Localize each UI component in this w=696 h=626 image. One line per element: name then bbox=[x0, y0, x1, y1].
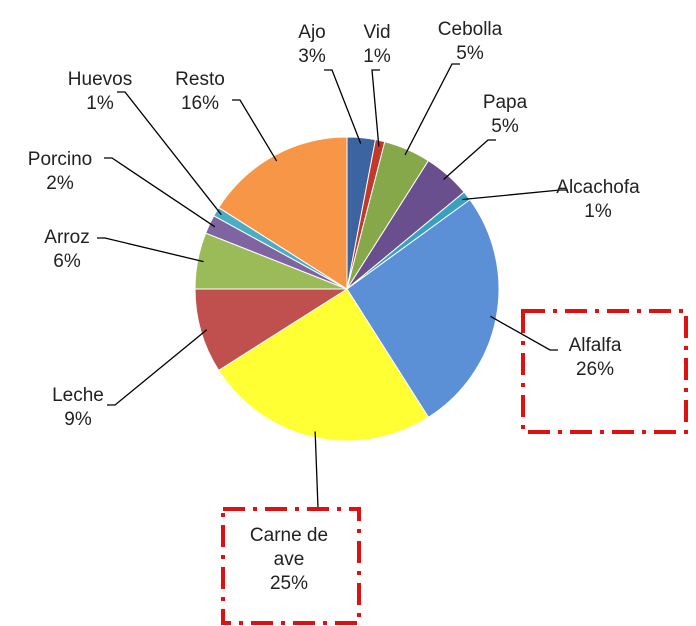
label-category: Vid bbox=[363, 22, 391, 43]
pie-slice bbox=[346, 198, 500, 419]
label-category: Papa bbox=[482, 92, 528, 113]
leader-line bbox=[232, 99, 278, 162]
label-percent: 26% bbox=[575, 359, 615, 380]
slice-label: Huevos 1% bbox=[68, 68, 132, 116]
label-percent: 16% bbox=[180, 93, 220, 114]
label-category: Arroz bbox=[44, 227, 90, 248]
label-percent: 1% bbox=[584, 201, 612, 222]
slice-label: Vid 1% bbox=[363, 21, 390, 69]
label-percent: 6% bbox=[53, 251, 81, 272]
slice-label: Carne de ave 25% bbox=[249, 524, 329, 596]
label-category: Ajo bbox=[298, 22, 326, 43]
slice-label: Arroz 6% bbox=[44, 226, 89, 274]
leader-line bbox=[371, 69, 380, 147]
leader-line bbox=[490, 315, 558, 351]
label-category: Resto bbox=[175, 69, 225, 90]
pie-slice bbox=[217, 288, 430, 442]
label-percent: 5% bbox=[456, 43, 484, 64]
slice-label: Leche 9% bbox=[52, 384, 104, 432]
leader-line bbox=[104, 157, 216, 228]
leader-line bbox=[462, 189, 568, 201]
leader-line bbox=[324, 69, 362, 144]
leader-line bbox=[404, 63, 460, 156]
label-percent: 9% bbox=[64, 409, 92, 430]
slice-label: Papa 5% bbox=[483, 91, 527, 139]
leader-lines bbox=[97, 63, 568, 509]
leader-line bbox=[314, 431, 319, 509]
label-category: Alfalfa bbox=[568, 335, 622, 356]
slice-label: Resto 16% bbox=[175, 68, 225, 116]
label-category: Carne de ave bbox=[249, 525, 329, 570]
pie-slice bbox=[194, 288, 349, 372]
leader-line bbox=[117, 91, 222, 216]
label-percent: 2% bbox=[46, 173, 74, 194]
slice-label: Cebolla 5% bbox=[438, 18, 502, 66]
leader-line bbox=[107, 329, 208, 406]
label-category: Alcachofa bbox=[556, 177, 640, 198]
leader-line bbox=[443, 139, 496, 180]
slice-label: Alfalfa 26% bbox=[569, 334, 622, 382]
label-percent: 1% bbox=[86, 93, 114, 114]
slice-label: Porcino 2% bbox=[28, 148, 92, 196]
label-percent: 25% bbox=[269, 573, 309, 594]
slice-label: Ajo 3% bbox=[298, 21, 325, 69]
label-category: Porcino bbox=[27, 149, 93, 170]
pie bbox=[194, 136, 500, 442]
leader-line bbox=[97, 237, 204, 263]
label-category: Cebolla bbox=[437, 19, 503, 40]
label-percent: 3% bbox=[298, 46, 326, 67]
label-percent: 5% bbox=[491, 116, 519, 137]
label-category: Huevos bbox=[67, 69, 133, 90]
slice-label: Alcachofa 1% bbox=[556, 176, 639, 224]
highlight-box bbox=[521, 309, 688, 434]
label-category: Leche bbox=[52, 385, 104, 406]
label-percent: 1% bbox=[363, 46, 391, 67]
